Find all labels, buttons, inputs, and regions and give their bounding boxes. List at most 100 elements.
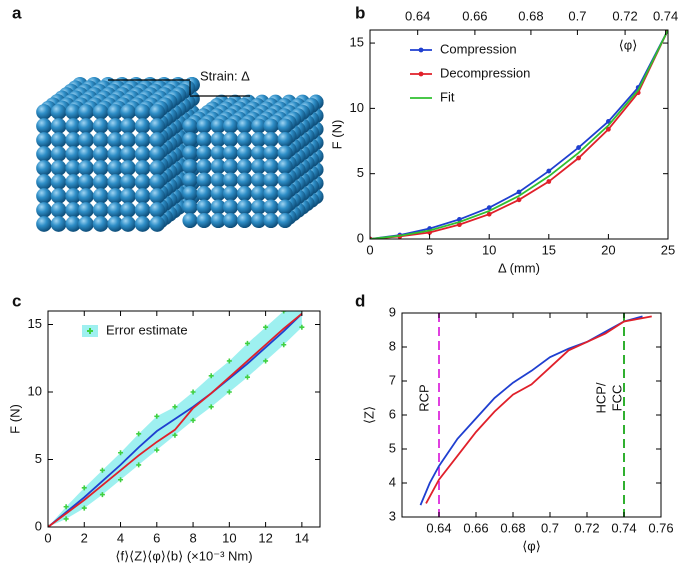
sphere [120,132,136,148]
series-line [370,30,668,239]
legend-label: Error estimate [106,322,188,337]
sphere [251,199,267,215]
sphere [36,188,52,204]
series-marker [576,145,581,150]
sphere [210,131,226,148]
sphere [92,216,109,232]
sphere [237,131,253,148]
sphere [120,174,136,190]
sphere [210,118,226,134]
error-marker [172,432,178,438]
error-marker [63,504,69,510]
y-tick-label: 5 [357,165,364,180]
sphere [120,216,136,232]
sphere [210,185,226,202]
sphere [78,174,94,190]
series-marker [486,211,492,217]
sphere [182,158,198,175]
sphere [149,188,166,204]
y-tick-label: 0 [357,230,364,245]
sphere [36,118,52,134]
sphere [251,172,267,188]
y-tick-label: 8 [389,338,396,353]
x2-tick-label: 0.64 [405,8,430,23]
sphere [149,202,166,218]
error-marker [81,485,87,491]
y-axis-label: ⟨Z⟩ [361,406,376,424]
error-marker [136,431,142,437]
series-marker [606,126,611,132]
series-marker [546,179,552,184]
sphere [92,174,109,190]
y-axis-label: F (N) [7,404,22,434]
sphere [50,188,67,204]
sphere [237,212,253,229]
sphere [149,174,166,190]
sphere [237,185,253,202]
sphere [251,158,267,175]
error-marker [136,462,142,468]
series-marker [457,222,462,228]
sphere [277,131,293,148]
x-axis-label: ⟨φ⟩ [522,538,541,553]
sphere [134,216,151,232]
sphere [277,185,293,202]
y-tick-label: 4 [389,474,396,489]
x2-tick-label: 0.68 [518,8,543,23]
sphere [196,118,212,134]
reference-label: HCP/ [593,382,608,413]
sphere [196,199,212,215]
sphere [222,145,239,161]
sphere [222,118,239,134]
series-line [48,313,303,527]
legend-marker [418,47,424,53]
sphere [36,132,52,148]
sphere [92,132,109,148]
sphere-packing-illustration [36,76,324,232]
sphere [65,132,82,148]
sphere [149,160,166,176]
sphere [196,185,212,202]
sphere [182,199,198,215]
sphere [120,188,136,204]
sphere [36,202,52,218]
sphere [65,146,82,162]
sphere [65,118,82,134]
strain-annotation: Strain: Δ [200,68,250,83]
sphere [134,188,151,204]
sphere [263,212,279,229]
legend-marker [418,71,424,77]
x-tick-label: 8 [189,530,196,545]
sphere [50,202,67,218]
sphere [196,212,212,229]
y-tick-label: 5 [389,440,396,455]
x-tick-label: 10 [222,530,236,545]
sphere [78,132,94,148]
series-marker [546,168,552,174]
sphere [237,158,253,175]
y-tick-label: 3 [389,508,396,523]
x-tick-label: 4 [117,530,124,545]
sphere [263,145,279,161]
sphere [107,160,124,176]
error-marker [190,417,196,423]
x-axis-label: ⟨f⟩⟨Z⟩⟨φ⟩⟨b⟩ (×10⁻³ Nm) [115,548,252,563]
series-line [419,315,643,506]
x-tick-label: 25 [661,242,675,257]
legend-label: Compression [440,41,517,56]
error-marker [208,404,214,410]
series-marker [516,189,522,195]
sphere [92,202,109,218]
sphere [251,212,267,229]
panel-label: d [355,291,365,310]
series-line [48,313,303,527]
error-marker [281,311,287,314]
sphere [120,118,136,134]
sphere [210,145,226,161]
sphere [263,158,279,175]
sphere [50,104,67,120]
sphere [65,160,82,176]
sphere [50,132,67,148]
x-tick-label: 12 [258,530,272,545]
